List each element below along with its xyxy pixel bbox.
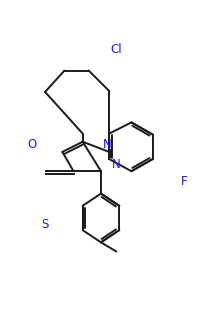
Text: S: S xyxy=(41,217,49,231)
Text: Cl: Cl xyxy=(110,43,122,56)
Text: N: N xyxy=(103,138,112,151)
Text: N: N xyxy=(111,158,120,171)
Text: O: O xyxy=(28,138,37,151)
Text: F: F xyxy=(181,175,188,188)
